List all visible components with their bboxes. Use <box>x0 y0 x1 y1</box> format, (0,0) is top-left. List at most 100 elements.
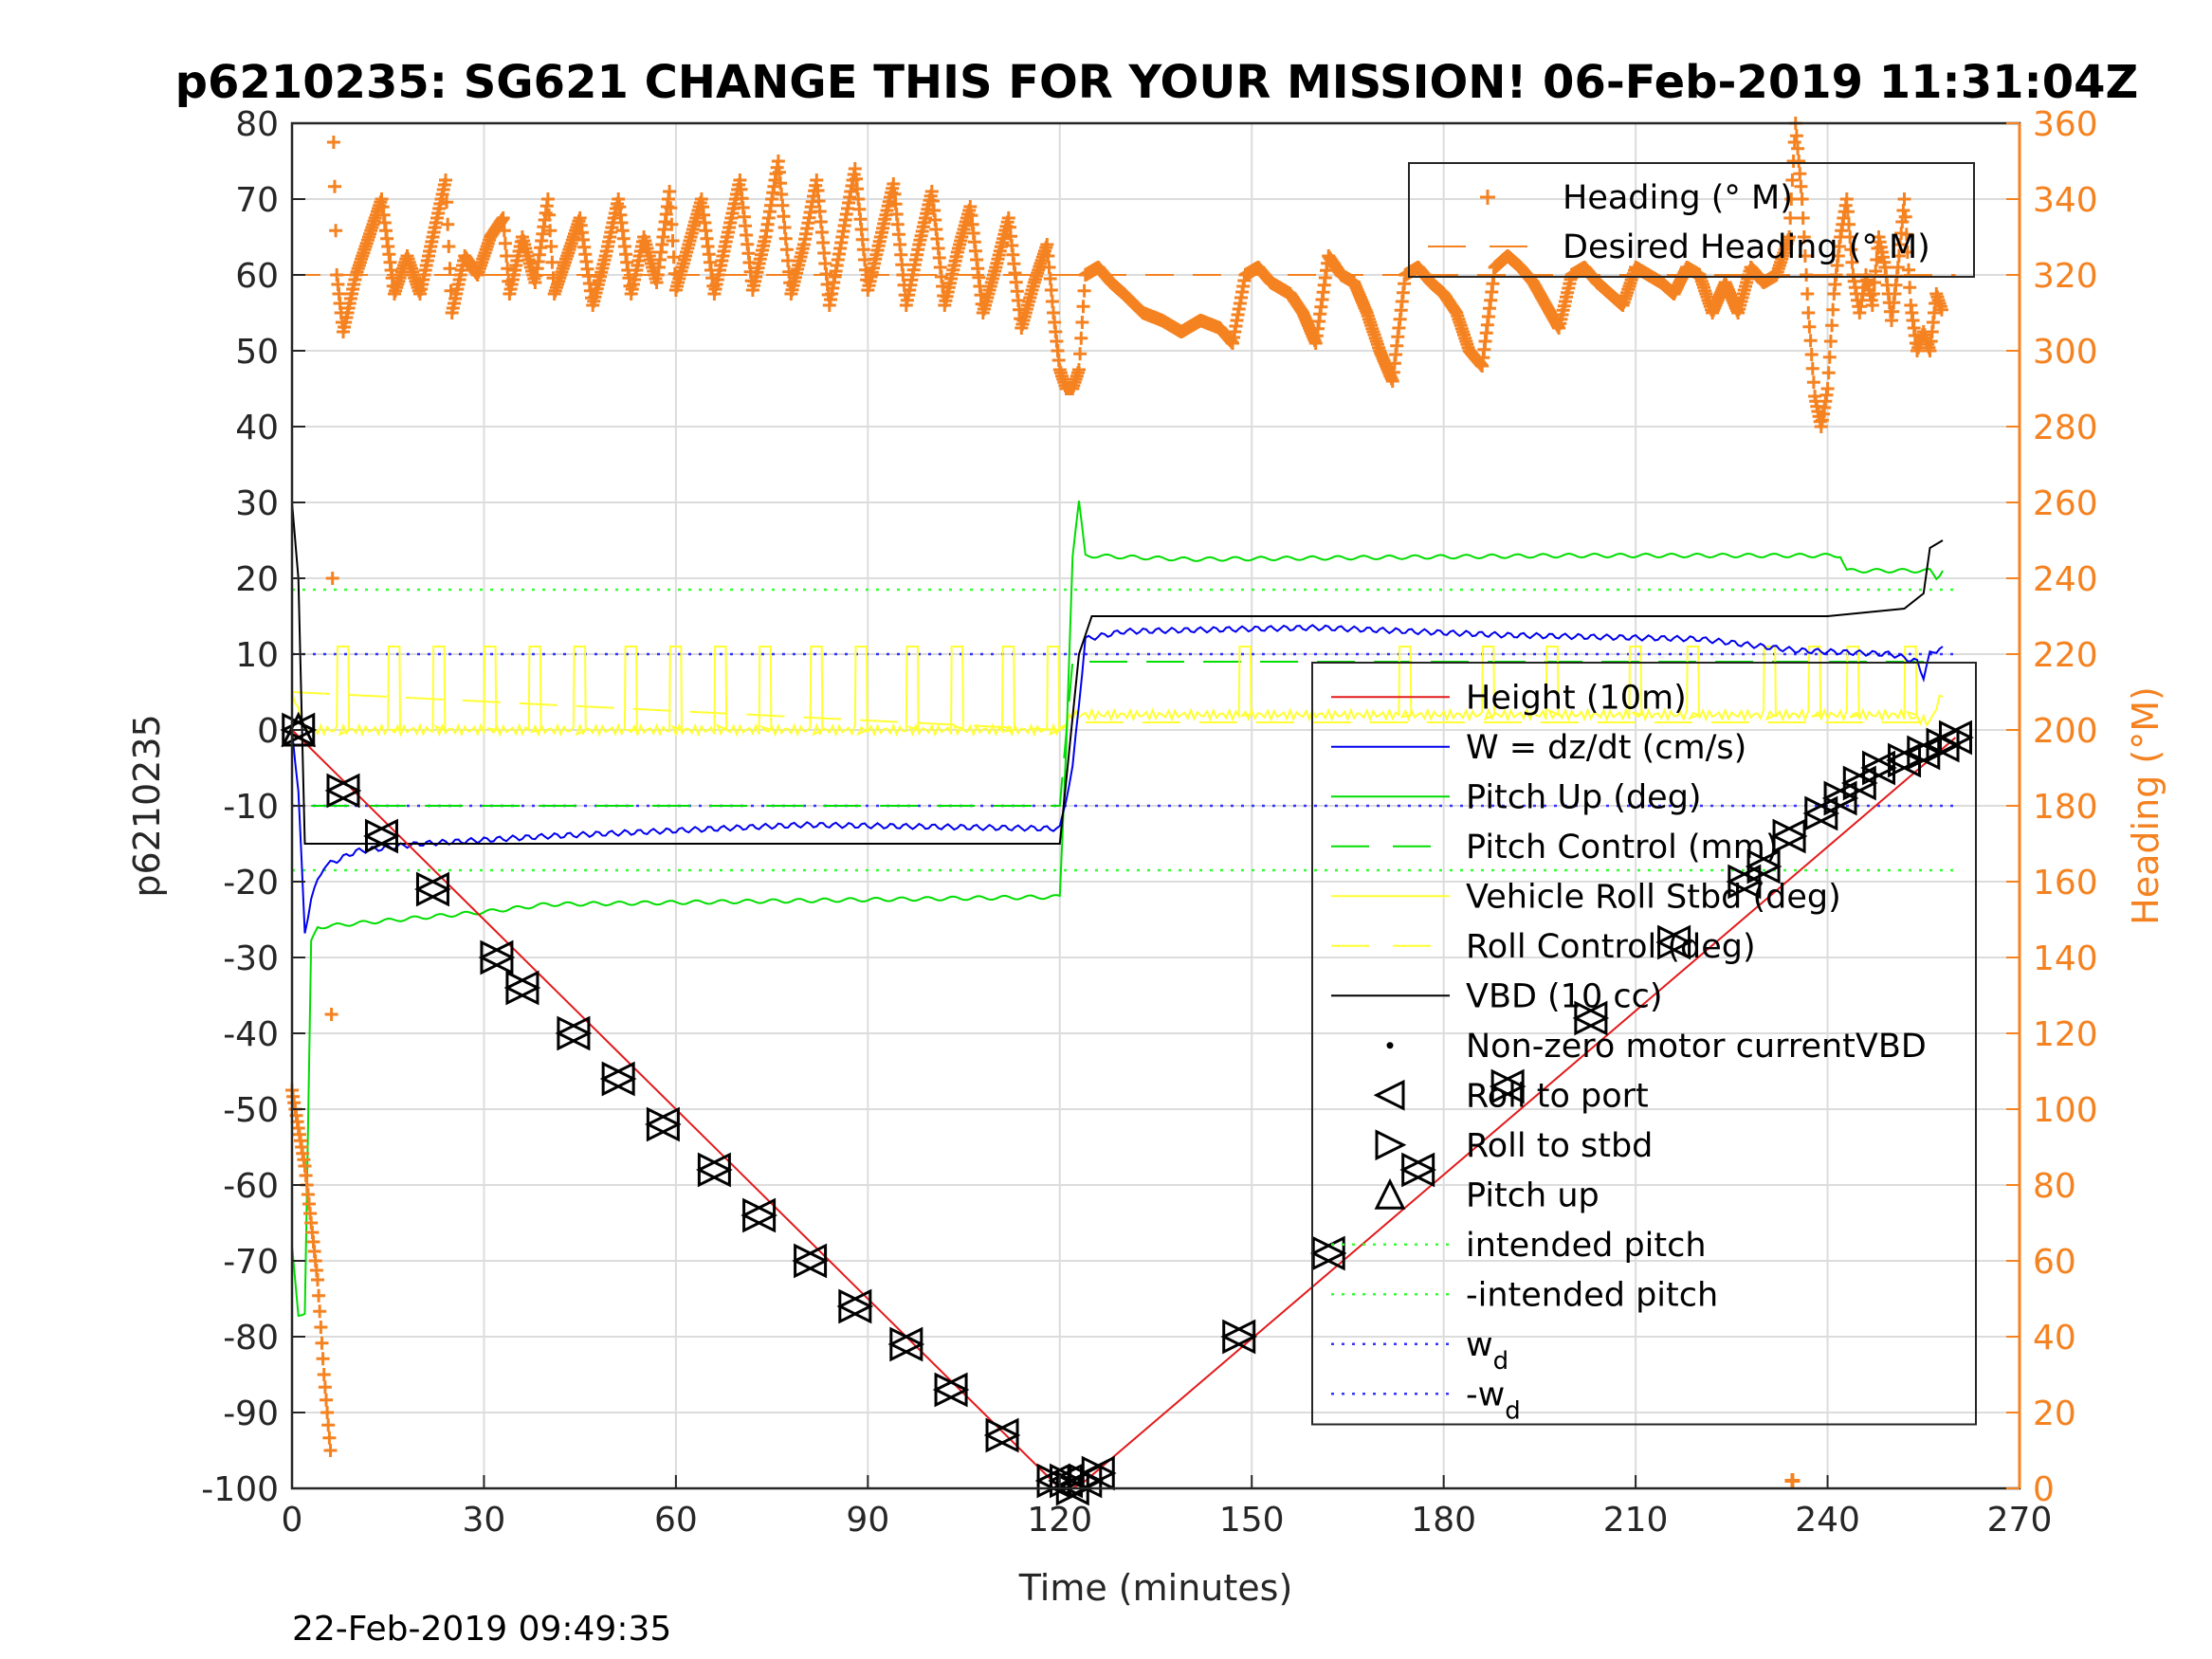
roll-to-stbd-marker <box>282 712 318 748</box>
y-axis-right-ticks: 0 20 40 60 80 100 120 140 160 180 200 220 240 260 280 3… <box>2006 105 2098 1509</box>
legend-label: Vehicle Roll Stbd (deg) <box>1466 878 1841 916</box>
legend-heading: Heading (° M) Desired Heading (° M) <box>1408 162 1975 278</box>
roll-to-stbd-marker <box>1574 1000 1610 1036</box>
legend-label: intended pitch <box>1466 1227 1707 1265</box>
roll-to-stbd-marker <box>480 939 516 975</box>
roll-to-stbd-marker <box>934 1372 970 1408</box>
roll-to-stbd-marker <box>1222 1319 1258 1355</box>
y-right-tick-label: 220 <box>2033 636 2098 675</box>
roll-to-port-marker <box>599 1061 635 1097</box>
x-axis-label: Time (minutes) <box>1018 1567 1293 1609</box>
heading-plus-glyph <box>1784 1473 1801 1488</box>
legend-label: VBD (10 cc) <box>1466 977 1663 1015</box>
legend-label: Roll Control (deg) <box>1466 928 1756 966</box>
y-right-tick-label: 60 <box>2033 1243 2076 1282</box>
x-tick-label: 180 <box>1411 1501 1476 1540</box>
legend-box <box>1311 662 1977 1426</box>
y-right-tick-label: 160 <box>2033 864 2098 902</box>
y-left-tick-label: -70 <box>223 1243 279 1282</box>
x-tick-label: 30 <box>463 1501 506 1540</box>
legend-sample-plus <box>1480 190 1495 205</box>
roll-to-stbd-marker <box>505 970 541 1006</box>
y-right-tick-label: 140 <box>2033 939 2098 978</box>
y-left-tick-label: 30 <box>235 484 279 523</box>
legend-label: Pitch Control (mm) <box>1466 829 1778 866</box>
roll-to-port-marker <box>503 970 539 1006</box>
roll-to-stbd-marker <box>1728 864 1764 900</box>
x-tick-label: 60 <box>654 1501 698 1540</box>
x-axis-ticks: 0 30 60 90 120 150 180 210 240 270 <box>282 1475 2052 1540</box>
y-right-tick-label: 120 <box>2033 1015 2098 1054</box>
y-left-tick-label: 40 <box>235 409 279 447</box>
roll-to-stbd-marker <box>889 1326 925 1362</box>
roll-to-port-marker <box>740 1197 777 1233</box>
y-left-tick-label: 10 <box>235 636 279 675</box>
roll-to-stbd-marker <box>1490 1068 1526 1104</box>
roll-to-stbd-marker <box>1888 742 1923 778</box>
y-left-tick-label: -20 <box>223 864 279 902</box>
y-right-tick-label: 180 <box>2033 788 2098 827</box>
legend-sample-marker <box>1374 1177 1406 1210</box>
y-right-tick-label: 40 <box>2033 1319 2076 1358</box>
x-tick-label: 210 <box>1603 1501 1669 1540</box>
roll-to-port-marker <box>983 1417 1019 1453</box>
roll-to-stbd-marker <box>1907 735 1943 771</box>
roll-to-stbd-marker <box>557 1015 593 1051</box>
roll-to-stbd-marker <box>1823 780 1859 816</box>
y-left-tick-label: -100 <box>201 1470 279 1509</box>
x-tick-label: 120 <box>1027 1501 1092 1540</box>
legend-label: Roll to stbd <box>1466 1127 1653 1165</box>
y-left-tick-label: 0 <box>257 712 279 751</box>
legend-label: Non-zero motor currentVBD <box>1466 1028 1927 1066</box>
y-left-tick-label: -50 <box>223 1091 279 1130</box>
y-right-tick-label: 260 <box>2033 484 2098 523</box>
y-left-tick-label: 20 <box>235 560 279 599</box>
roll-to-stbd-marker <box>1862 750 1897 786</box>
roll-to-stbd-marker <box>1842 765 1878 801</box>
x-tick-label: 240 <box>1795 1501 1860 1540</box>
y-right-tick-label: 200 <box>2033 712 2098 751</box>
legend-label: Desired Heading (° M) <box>1563 228 1930 266</box>
roll-to-stbd-marker <box>985 1417 1021 1453</box>
roll-to-stbd-marker <box>1772 818 1808 854</box>
legend-label: Height (10m) <box>1466 679 1687 717</box>
legend-label: -intended pitch <box>1466 1276 1718 1314</box>
y-left-tick-label: -10 <box>223 788 279 827</box>
y-right-tick-label: 280 <box>2033 409 2098 447</box>
y-right-tick-label: 320 <box>2033 257 2098 296</box>
y-left-tick-label: -60 <box>223 1167 279 1206</box>
roll-to-stbd-marker <box>646 1106 682 1142</box>
legend-label: Heading (° M) <box>1563 179 1793 217</box>
roll-to-stbd-marker <box>1939 720 1974 756</box>
roll-to-stbd-marker <box>1746 848 1782 884</box>
legend-label: Roll to port <box>1466 1077 1649 1115</box>
w-line <box>291 624 1944 934</box>
roll-to-port-marker <box>932 1372 968 1408</box>
legend-sample-dot <box>1386 1042 1394 1049</box>
legend-box <box>1408 162 1975 278</box>
y-left-tick-label: 70 <box>235 181 279 220</box>
vbd-line <box>291 501 1944 845</box>
chart-title: p6210235: SG621 CHANGE THIS FOR YOUR MIS… <box>175 56 2139 109</box>
y-right-tick-label: 20 <box>2033 1395 2076 1433</box>
roll-to-stbd-marker <box>364 818 400 854</box>
legend-sample-marker <box>1375 1129 1407 1161</box>
vehicle-roll-line <box>291 646 1944 738</box>
roll-to-stbd-marker <box>742 1197 777 1233</box>
y-left-tick-label: -90 <box>223 1395 279 1433</box>
y-left-tick-label: -40 <box>223 1015 279 1054</box>
roll-to-stbd-marker <box>1081 1455 1117 1491</box>
y-right-tick-label: 80 <box>2033 1167 2076 1206</box>
y-axis-left-label: p6210235 <box>126 714 168 897</box>
y-left-tick-label: -80 <box>223 1319 279 1358</box>
roll-to-stbd-marker <box>794 1243 829 1279</box>
y-axis-left-ticks: -100-90-80-70-60-50-40-30-20-10010203040… <box>201 105 305 1509</box>
roll-to-stbd-marker <box>697 1152 733 1188</box>
y-left-tick-label: 80 <box>235 105 279 144</box>
legend-sample-marker <box>1373 1079 1405 1111</box>
y-left-tick-label: 50 <box>235 333 279 372</box>
roll-to-stbd-marker <box>838 1288 874 1324</box>
legend-label: wd <box>1466 1326 1508 1376</box>
roll-to-stbd-marker <box>1401 1152 1437 1188</box>
y-right-tick-label: 360 <box>2033 105 2098 144</box>
